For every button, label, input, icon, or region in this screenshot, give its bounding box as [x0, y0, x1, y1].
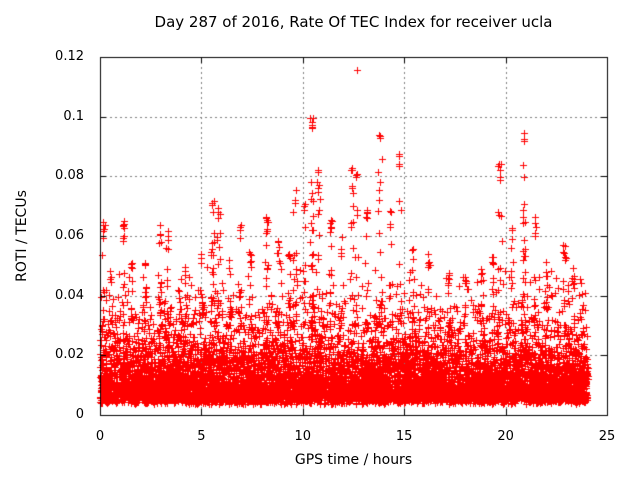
x-tick-label: 0	[95, 429, 105, 444]
x-tick-label: 10	[294, 429, 312, 444]
chart-title: Day 287 of 2016, Rate Of TEC Index for r…	[154, 13, 553, 31]
y-tick-label: 0.08	[55, 168, 84, 184]
y-tick-label: 0.02	[55, 347, 84, 363]
x-tick-label: 25	[598, 429, 616, 444]
y-tick-label: 0.1	[63, 108, 84, 124]
y-tick-label: 0.12	[55, 49, 84, 64]
x-tick-label: 15	[395, 429, 413, 444]
x-tick-label: 20	[497, 429, 514, 444]
x-axis-label: GPS time / hours	[294, 452, 413, 468]
y-tick-label: 0.06	[55, 228, 84, 243]
x-tick-label: 5	[197, 429, 206, 444]
y-tick-label: 0.04	[55, 287, 84, 303]
y-tick-label: 0	[75, 407, 84, 422]
